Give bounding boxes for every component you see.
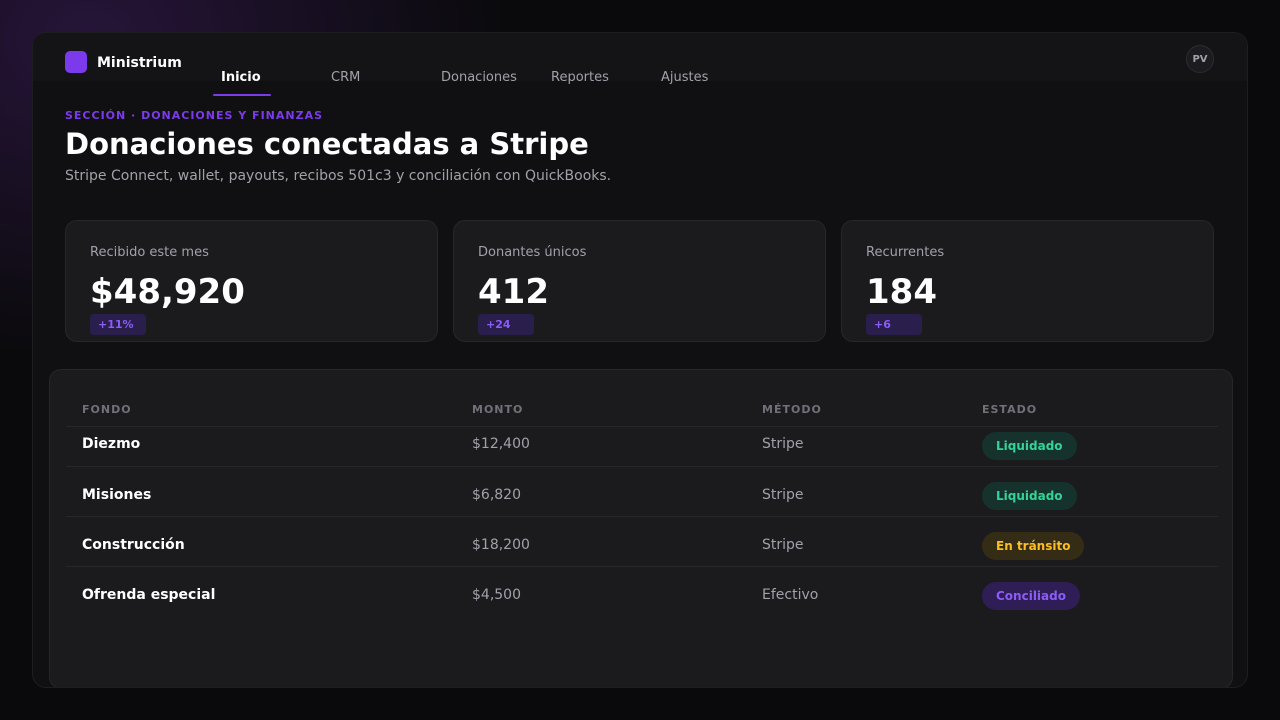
column-header-method[interactable]: MÉTODO xyxy=(762,403,822,416)
stat-delta-badge: +11% xyxy=(90,314,146,335)
tab-inicio[interactable]: Inicio xyxy=(221,70,261,85)
table-row[interactable]: Ofrenda especial $4,500 Efectivo Concili… xyxy=(66,566,1218,616)
brand-name: Ministrium xyxy=(97,55,182,71)
fund-cell: Ofrenda especial xyxy=(82,587,216,603)
column-header-amount[interactable]: MONTO xyxy=(472,403,524,416)
tab-donaciones[interactable]: Donaciones xyxy=(441,70,517,85)
fund-cell: Construcción xyxy=(82,537,185,553)
stat-value: $48,920 xyxy=(90,272,245,312)
amount-cell: $12,400 xyxy=(472,436,530,452)
tab-crm[interactable]: CRM xyxy=(331,70,361,85)
fund-cell: Diezmo xyxy=(82,436,141,452)
section-label: SECCIÓN · DONACIONES Y FINANZAS xyxy=(65,109,323,122)
method-cell: Stripe xyxy=(762,537,804,553)
avatar[interactable]: PV xyxy=(1186,45,1214,73)
amount-cell: $18,200 xyxy=(472,537,530,553)
amount-cell: $4,500 xyxy=(472,587,521,603)
table-row[interactable]: Construcción $18,200 Stripe En tránsito xyxy=(66,516,1218,566)
stat-delta-badge: +6 xyxy=(866,314,922,335)
stat-card-received: Recibido este mes $48,920 +11% xyxy=(65,220,438,342)
page-title: Donaciones conectadas a Stripe xyxy=(65,127,589,161)
method-cell: Stripe xyxy=(762,436,804,452)
tab-reportes[interactable]: Reportes xyxy=(551,70,609,85)
column-header-fund[interactable]: FONDO xyxy=(82,403,132,416)
status-badge: Conciliado xyxy=(982,582,1080,610)
stat-card-recurring: Recurrentes 184 +6 xyxy=(841,220,1214,342)
top-navigation-bar: Ministrium PV xyxy=(33,33,1247,81)
table-row[interactable]: Diezmo $12,400 Stripe Liquidado xyxy=(66,426,1218,476)
stat-value: 184 xyxy=(866,272,937,312)
stat-label: Donantes únicos xyxy=(478,245,587,260)
donations-table: FONDO MONTO MÉTODO ESTADO Diezmo $12,400… xyxy=(49,369,1233,687)
status-badge: Liquidado xyxy=(982,482,1077,510)
status-badge: En tránsito xyxy=(982,532,1085,560)
page-subtitle: Stripe Connect, wallet, payouts, recibos… xyxy=(65,168,612,184)
column-header-status[interactable]: ESTADO xyxy=(982,403,1038,416)
table-row[interactable]: Misiones $6,820 Stripe Liquidado xyxy=(66,466,1218,516)
fund-cell: Misiones xyxy=(82,487,152,503)
stat-card-unique-donors: Donantes únicos 412 +24 xyxy=(453,220,826,342)
tab-ajustes[interactable]: Ajustes xyxy=(661,70,709,85)
logo-icon xyxy=(65,51,87,73)
active-tab-indicator xyxy=(213,94,271,96)
stat-label: Recurrentes xyxy=(866,245,945,260)
method-cell: Stripe xyxy=(762,487,804,503)
app-window: Ministrium PV Inicio CRM Donaciones Repo… xyxy=(32,32,1248,688)
amount-cell: $6,820 xyxy=(472,487,521,503)
stat-label: Recibido este mes xyxy=(90,245,209,260)
stat-delta-badge: +24 xyxy=(478,314,534,335)
status-badge: Liquidado xyxy=(982,432,1077,460)
stat-value: 412 xyxy=(478,272,549,312)
method-cell: Efectivo xyxy=(762,587,819,603)
